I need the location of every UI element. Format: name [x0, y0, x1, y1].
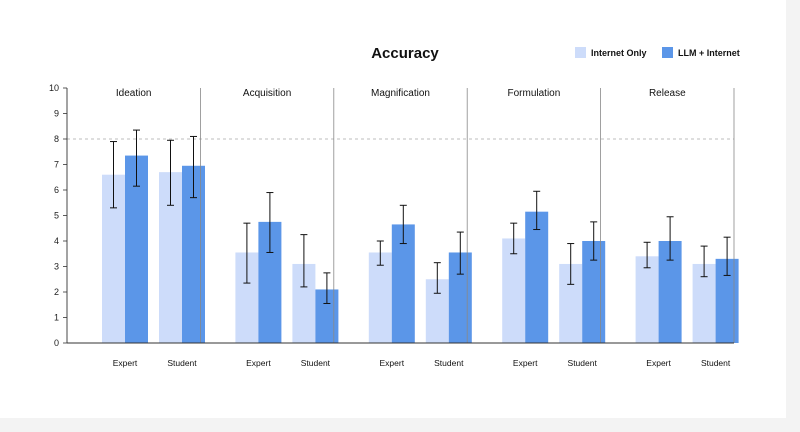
panel-title-acquisition: Acquisition [243, 88, 291, 99]
chart-card: Accuracy Internet Only LLM + Internet 0 1… [0, 0, 786, 418]
chart-title: Accuracy [371, 45, 439, 62]
category-label-expert: Expert [113, 358, 138, 368]
bar-formulation-expert-internet-only [502, 238, 526, 343]
category-label-student: Student [568, 358, 598, 368]
bar-formulation-student-llm-internet [582, 241, 606, 343]
y-tick-label: 5 [54, 211, 59, 221]
category-label-student: Student [167, 358, 197, 368]
y-tick-label: 7 [54, 160, 59, 170]
panel-title-release: Release [649, 88, 686, 99]
y-tick-label: 6 [54, 185, 59, 195]
legend-label-internet-only: Internet Only [591, 48, 647, 58]
panel-title-ideation: Ideation [116, 88, 152, 99]
y-tick-label: 9 [54, 109, 59, 119]
bar-ideation-expert-llm-internet [125, 155, 148, 343]
bar-magnification-expert-internet-only [368, 252, 392, 343]
y-tick-label: 8 [54, 134, 59, 144]
category-label-student: Student [301, 358, 331, 368]
bar-acquisition-expert-internet-only [235, 252, 259, 343]
bar-magnification-student-internet-only [425, 279, 449, 343]
bar-release-expert-llm-internet [658, 241, 682, 343]
plot-area: 0 1 2 3 4 5 6 7 8 9 10 Ideation Expert Student Acquisi… [49, 83, 739, 368]
y-tick-label: 1 [54, 313, 59, 323]
y-tick-label: 2 [54, 287, 59, 297]
legend-swatch-llm-internet [662, 47, 673, 58]
bar-release-student-internet-only [692, 263, 716, 343]
legend: Internet Only LLM + Internet [575, 47, 740, 58]
bar-acquisition-student-internet-only [292, 263, 316, 343]
bar-ideation-student-internet-only [159, 172, 182, 343]
bar-magnification-student-llm-internet [448, 252, 472, 343]
panel-title-formulation: Formulation [507, 88, 560, 99]
bar-formulation-student-internet-only [559, 263, 583, 343]
bar-formulation-expert-llm-internet [525, 211, 549, 343]
bar-ideation-student-llm-internet [182, 165, 205, 343]
bar-acquisition-student-llm-internet [315, 289, 339, 343]
y-tick-label: 10 [49, 83, 59, 93]
panel-title-magnification: Magnification [371, 88, 430, 99]
bar-acquisition-expert-llm-internet [258, 221, 282, 343]
y-tick-label: 4 [54, 236, 59, 246]
category-label-expert: Expert [246, 358, 271, 368]
bar-ideation-expert-internet-only [102, 174, 125, 343]
accuracy-chart: Accuracy Internet Only LLM + Internet 0 1… [49, 45, 740, 368]
bar-magnification-expert-llm-internet [391, 224, 415, 343]
category-label-expert: Expert [513, 358, 538, 368]
legend-swatch-internet-only [575, 47, 586, 58]
category-label-student: Student [434, 358, 464, 368]
category-label-student: Student [701, 358, 731, 368]
bar-release-student-llm-internet [715, 258, 739, 343]
category-label-expert: Expert [380, 358, 405, 368]
bar-release-expert-internet-only [635, 256, 659, 343]
y-tick-label: 0 [54, 338, 59, 348]
category-label-expert: Expert [646, 358, 671, 368]
legend-label-llm-internet: LLM + Internet [678, 48, 740, 58]
y-tick-label: 3 [54, 262, 59, 272]
